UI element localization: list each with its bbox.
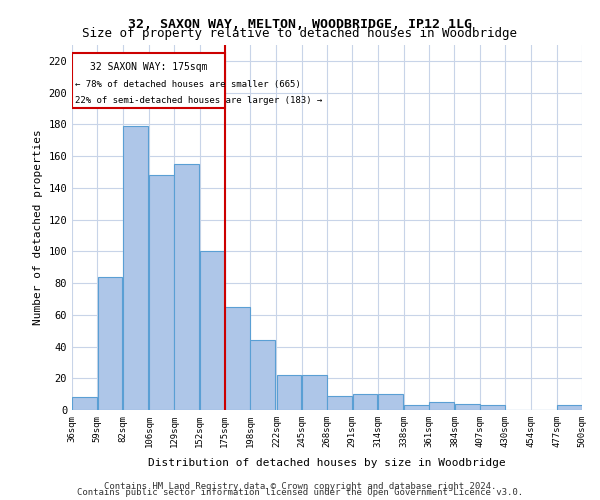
FancyBboxPatch shape — [72, 53, 225, 108]
Bar — [430, 402, 454, 410]
Text: 32 SAXON WAY: 175sqm: 32 SAXON WAY: 175sqm — [89, 62, 207, 72]
Bar — [277, 375, 301, 410]
Text: Contains public sector information licensed under the Open Government Licence v3: Contains public sector information licen… — [77, 488, 523, 497]
Bar — [480, 405, 505, 410]
Bar — [72, 398, 97, 410]
Bar — [225, 307, 250, 410]
Bar — [404, 405, 429, 410]
Bar — [353, 394, 377, 410]
X-axis label: Distribution of detached houses by size in Woodbridge: Distribution of detached houses by size … — [148, 458, 506, 468]
Bar — [557, 405, 582, 410]
Bar — [200, 252, 224, 410]
Bar — [327, 396, 352, 410]
Bar — [250, 340, 275, 410]
Y-axis label: Number of detached properties: Number of detached properties — [33, 130, 43, 326]
Bar — [455, 404, 479, 410]
Bar — [175, 164, 199, 410]
Bar — [98, 276, 122, 410]
Bar — [302, 375, 327, 410]
Text: ← 78% of detached houses are smaller (665): ← 78% of detached houses are smaller (66… — [75, 80, 301, 89]
Bar — [123, 126, 148, 410]
Bar — [378, 394, 403, 410]
Text: Size of property relative to detached houses in Woodbridge: Size of property relative to detached ho… — [83, 28, 517, 40]
Text: 32, SAXON WAY, MELTON, WOODBRIDGE, IP12 1LG: 32, SAXON WAY, MELTON, WOODBRIDGE, IP12 … — [128, 18, 472, 30]
Text: Contains HM Land Registry data © Crown copyright and database right 2024.: Contains HM Land Registry data © Crown c… — [104, 482, 496, 491]
Bar — [149, 175, 174, 410]
Text: 22% of semi-detached houses are larger (183) →: 22% of semi-detached houses are larger (… — [75, 96, 323, 105]
